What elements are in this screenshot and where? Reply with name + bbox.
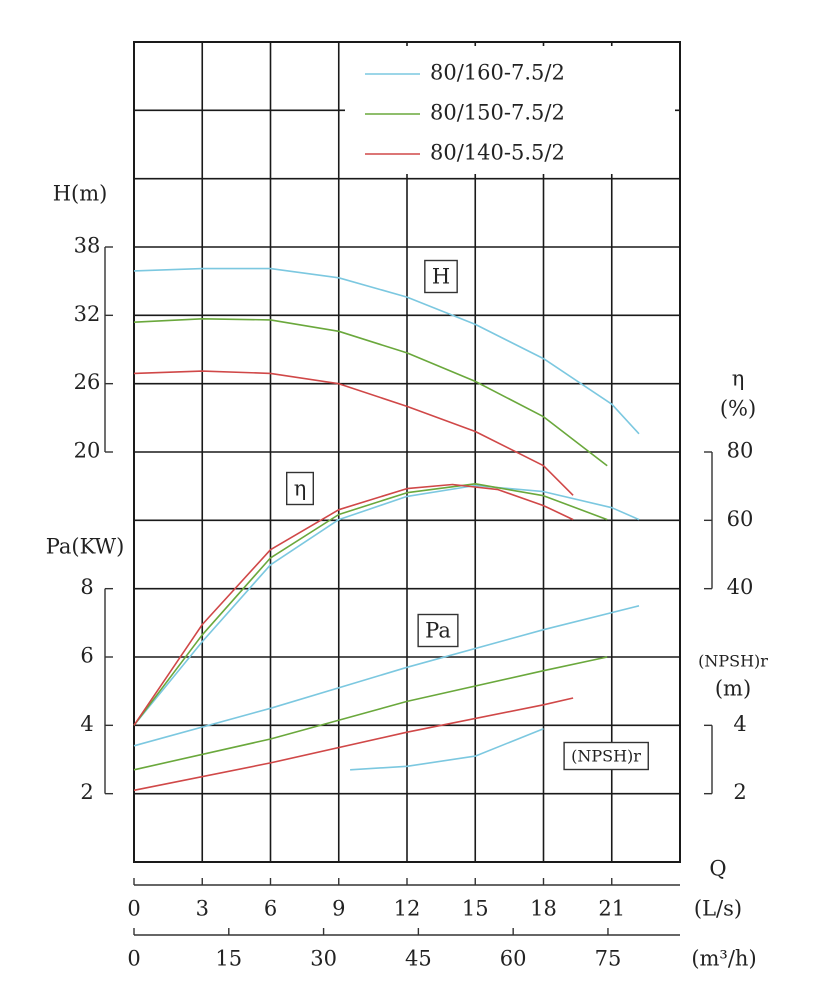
curve bbox=[133, 483, 608, 726]
y-tick-label: 2 bbox=[80, 780, 93, 804]
curve-label: (NPSH)r bbox=[571, 747, 641, 766]
x2-tick-label: 15 bbox=[215, 947, 242, 971]
x2-tick-label: 75 bbox=[595, 947, 622, 971]
y-tick-label: 8 bbox=[80, 575, 93, 599]
curve-label-box bbox=[424, 259, 458, 294]
y-axis-label: H(m) bbox=[53, 182, 108, 206]
x-axis-title: Q bbox=[709, 857, 726, 881]
curve bbox=[133, 697, 574, 792]
x-tick-label: 12 bbox=[394, 897, 421, 921]
curve-label-box bbox=[286, 471, 314, 506]
x2-tick-label: 30 bbox=[310, 947, 337, 971]
legend-label: 80/150-7.5/2 bbox=[430, 101, 565, 125]
curve bbox=[133, 656, 608, 771]
x-tick-label: 18 bbox=[530, 897, 557, 921]
curve bbox=[133, 484, 640, 726]
y-tick-label: 6 bbox=[80, 644, 93, 668]
curve bbox=[350, 727, 544, 771]
x-tick-label: 6 bbox=[264, 897, 277, 921]
x-tick-label: 15 bbox=[462, 897, 489, 921]
x2-tick-label: 45 bbox=[405, 947, 432, 971]
x-axis-label: (L/s) bbox=[694, 897, 742, 921]
curve bbox=[133, 605, 640, 747]
y-axis-label: Pa(KW) bbox=[46, 535, 125, 559]
curve bbox=[133, 267, 640, 435]
curve bbox=[133, 318, 608, 467]
y-tick-label: 4 bbox=[80, 712, 93, 736]
legend-label: 80/140-5.5/2 bbox=[430, 141, 565, 165]
x-tick-label: 0 bbox=[127, 897, 140, 921]
x-tick-label: 21 bbox=[598, 897, 625, 921]
y-tick-label: 80 bbox=[727, 439, 754, 463]
y-tick-label: 20 bbox=[74, 439, 101, 463]
y-tick-label: 26 bbox=[74, 370, 101, 394]
y-axis-label: (%) bbox=[720, 397, 756, 421]
y-tick-label: 32 bbox=[74, 302, 101, 326]
curve-label: η bbox=[294, 477, 307, 501]
y-axis-label: (NPSH)r bbox=[698, 652, 768, 671]
y-tick-label: 60 bbox=[727, 507, 754, 531]
curve-label-box bbox=[563, 741, 649, 771]
y-tick-label: 2 bbox=[733, 780, 746, 804]
curve-label: Pa bbox=[425, 619, 451, 643]
x2-tick-label: 60 bbox=[500, 947, 527, 971]
curve-label: H bbox=[432, 265, 450, 289]
y-tick-label: 4 bbox=[733, 712, 746, 736]
y-axis-label: (m) bbox=[715, 677, 751, 701]
x2-axis-label: (m³/h) bbox=[691, 947, 756, 971]
y-axis-label: η bbox=[732, 367, 745, 391]
curve bbox=[133, 483, 574, 726]
curve-label-box bbox=[417, 613, 459, 648]
legend-box bbox=[345, 46, 675, 174]
x-tick-label: 3 bbox=[196, 897, 209, 921]
legend-label: 80/160-7.5/2 bbox=[430, 61, 565, 85]
y-tick-label: 38 bbox=[74, 234, 101, 258]
x2-tick-label: 0 bbox=[127, 947, 140, 971]
curve bbox=[133, 370, 574, 496]
y-tick-label: 40 bbox=[727, 575, 754, 599]
x-tick-label: 9 bbox=[332, 897, 345, 921]
